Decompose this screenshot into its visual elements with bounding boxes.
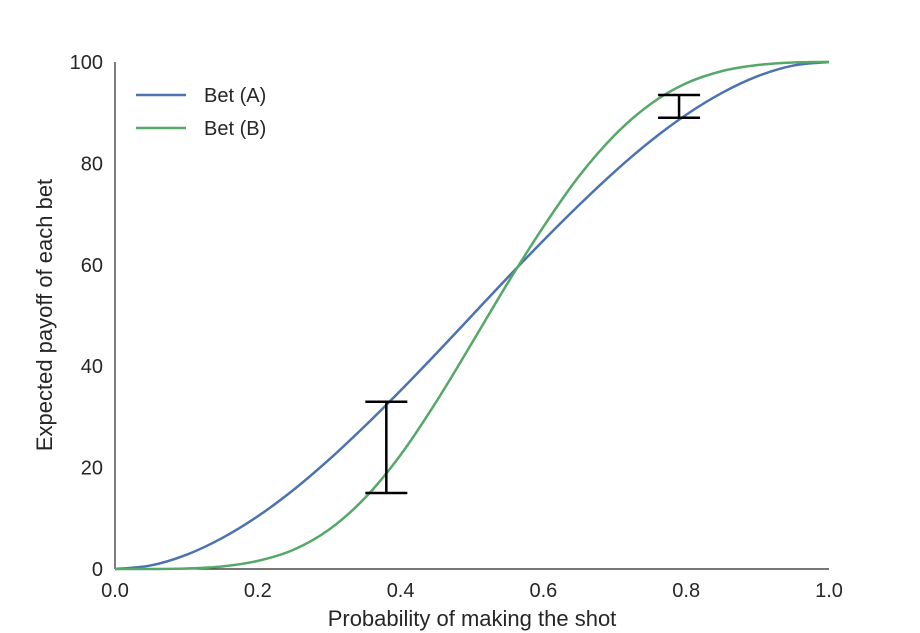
x-tick-label: 0.8 bbox=[672, 580, 700, 602]
series-line-bet-b bbox=[114, 60, 830, 571]
x-tick-label: 1.0 bbox=[815, 580, 843, 602]
y-tick-label: 80 bbox=[81, 153, 103, 175]
legend-label: Bet (B) bbox=[204, 118, 266, 140]
y-axis-label: Expected payoff of each bet bbox=[32, 179, 57, 451]
x-tick-label: 0.4 bbox=[387, 580, 415, 602]
x-axis-label: Probability of making the shot bbox=[328, 606, 617, 631]
x-tick-labels: 0.0 0.2 0.4 0.6 0.8 1.0 bbox=[101, 580, 843, 602]
y-tick-label: 0 bbox=[92, 559, 103, 581]
series-line-bet-a bbox=[114, 60, 830, 571]
y-tick-label: 40 bbox=[81, 356, 103, 378]
series-layer bbox=[114, 60, 830, 571]
x-tick-label: 0.6 bbox=[529, 580, 557, 602]
x-tick-label: 0.0 bbox=[101, 580, 129, 602]
x-tick-label: 0.2 bbox=[244, 580, 272, 602]
error-bars bbox=[365, 93, 701, 495]
y-tick-label: 20 bbox=[81, 458, 103, 480]
legend: Bet (A) Bet (B) bbox=[136, 85, 266, 140]
legend-label: Bet (A) bbox=[204, 85, 266, 107]
y-tick-label: 100 bbox=[70, 52, 103, 74]
y-tick-labels: 0 20 40 60 80 100 bbox=[70, 52, 103, 581]
y-tick-label: 60 bbox=[81, 255, 103, 277]
